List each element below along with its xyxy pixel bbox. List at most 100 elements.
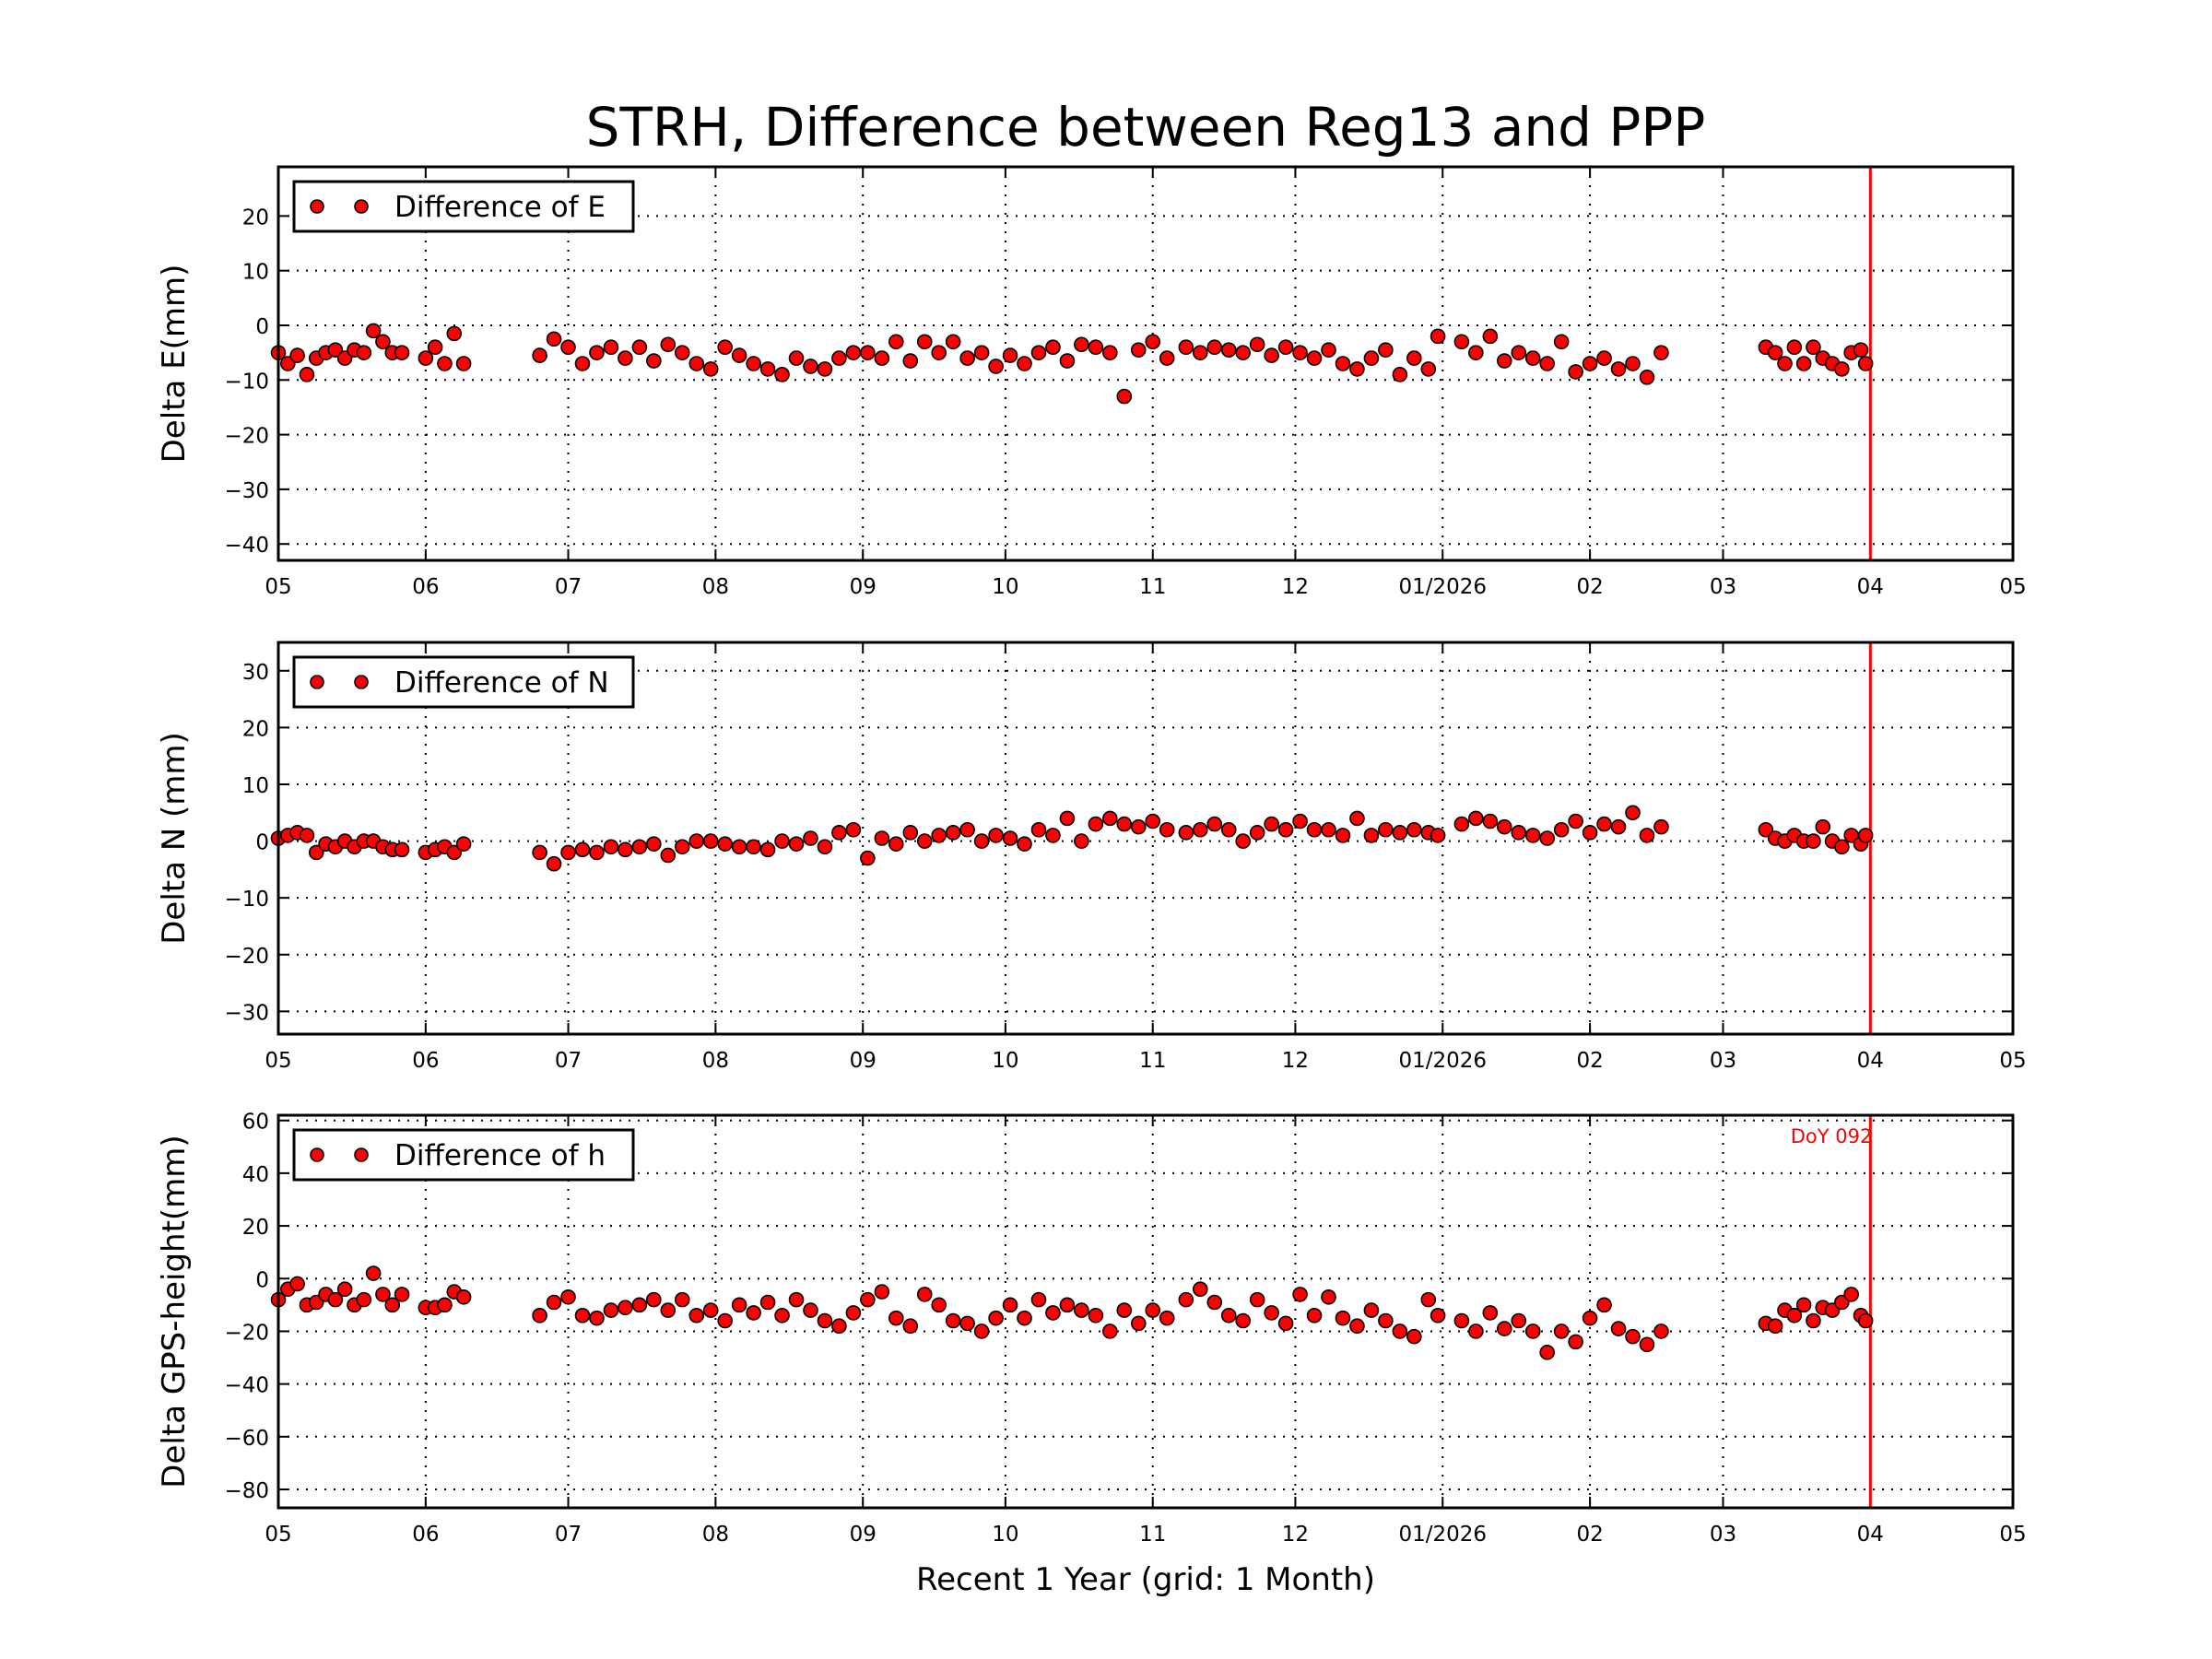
data-point (631, 1297, 648, 1313)
data-point (1482, 1305, 1499, 1321)
data-point (888, 836, 904, 852)
data-point (1059, 353, 1076, 369)
data-point (731, 1297, 747, 1313)
data-point (1002, 830, 1018, 846)
legend-label: Difference of N (394, 666, 609, 700)
data-point (988, 828, 1004, 843)
data-point (356, 345, 372, 360)
data-point (988, 1310, 1004, 1326)
x-tick-label: 01/2026 (1398, 1049, 1487, 1073)
data-point (1496, 353, 1512, 369)
x-tick-label: 09 (850, 1049, 877, 1073)
data-point (1363, 350, 1380, 366)
data-point (845, 1305, 862, 1321)
data-point (1074, 833, 1089, 849)
data-point (1292, 1287, 1308, 1302)
data-point (803, 1302, 818, 1318)
legend-box (292, 1128, 635, 1182)
data-point (546, 1294, 562, 1311)
y-tick-label: −10 (224, 888, 269, 912)
data-point (1235, 833, 1252, 849)
data-point (916, 833, 933, 849)
y-tick-label: 0 (255, 1268, 269, 1292)
data-point (375, 1287, 391, 1302)
legend-box (292, 655, 635, 709)
data-point (1292, 813, 1308, 830)
data-point (759, 1294, 776, 1311)
data-point (1030, 821, 1047, 838)
data-point (1406, 350, 1422, 366)
data-point (1468, 345, 1484, 360)
data-point (731, 839, 747, 855)
data-point (931, 345, 947, 360)
x-tick-label: 05 (1999, 1523, 2026, 1547)
data-point (959, 350, 975, 366)
data-point (289, 1276, 305, 1292)
data-point (702, 1302, 719, 1318)
data-point (817, 1312, 833, 1329)
x-tick-label: 04 (1857, 575, 1884, 599)
data-point (1088, 816, 1104, 832)
plot-frame (276, 641, 2015, 1036)
data-point (631, 339, 648, 356)
data-point (1264, 816, 1279, 832)
data-point (959, 1315, 975, 1332)
data-point (455, 1288, 472, 1305)
data-point (902, 1318, 919, 1335)
data-point (702, 361, 719, 377)
data-point (1045, 1305, 1061, 1321)
data-point (1392, 1324, 1408, 1339)
x-tick-label: 01/2026 (1398, 1523, 1487, 1547)
data-point (365, 1265, 382, 1281)
data-point (1553, 334, 1570, 350)
data-point (1843, 1287, 1859, 1302)
data-point (1321, 1288, 1336, 1305)
plot-frame (276, 165, 2015, 562)
data-point (1639, 370, 1655, 385)
legend-label: Difference of h (394, 1139, 606, 1172)
data-point (603, 839, 619, 855)
data-point (1378, 1312, 1394, 1329)
data-point (860, 345, 876, 360)
y-tick-label: −40 (224, 534, 269, 558)
data-point (299, 367, 315, 382)
x-tick-label: 12 (1282, 575, 1309, 599)
x-tick-label: 03 (1710, 575, 1736, 599)
x-tick-label: 05 (265, 1523, 291, 1547)
data-point (931, 1297, 947, 1313)
data-point (1306, 350, 1323, 366)
x-tick-label: 07 (555, 1523, 582, 1547)
data-point (365, 323, 382, 339)
legend: Difference of h (292, 1128, 635, 1182)
data-point (1653, 345, 1669, 360)
data-point (589, 345, 605, 360)
data-point (746, 839, 761, 855)
data-point (1306, 821, 1323, 838)
data-point (759, 361, 776, 377)
data-point (674, 345, 690, 360)
data-point (1777, 356, 1793, 371)
y-tick-label: 20 (242, 717, 269, 741)
data-point (1453, 816, 1470, 832)
data-point (289, 347, 305, 363)
plot-frame (276, 1113, 2015, 1510)
data-point (1249, 1291, 1265, 1308)
data-point (931, 828, 947, 843)
data-point (1786, 339, 1803, 356)
x-tick-label: 07 (555, 1049, 582, 1073)
y-tick-label: 20 (242, 206, 269, 229)
data-point (1511, 825, 1527, 841)
data-point (1582, 825, 1598, 841)
x-tick-label: 10 (992, 1049, 1018, 1073)
data-point (916, 334, 933, 350)
data-point (560, 339, 576, 356)
y-axis-label: Delta E(mm) (156, 265, 193, 464)
data-point (1335, 828, 1351, 843)
data-point (1030, 1291, 1047, 1308)
data-point (845, 821, 862, 838)
data-point (646, 1291, 662, 1308)
y-tick-label: −20 (224, 425, 269, 449)
figure-title: STRH, Difference between Reg13 and PPP (586, 96, 1706, 159)
data-point (1145, 334, 1161, 350)
